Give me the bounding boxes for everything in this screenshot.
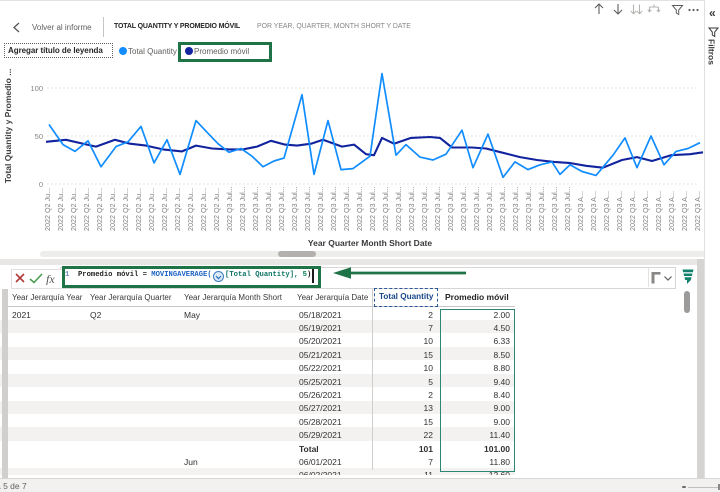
svg-text:2022 Q3 A...: 2022 Q3 A... [693, 191, 702, 231]
svg-text:2022 Q2 Ju...: 2022 Q2 Ju... [160, 188, 169, 231]
svg-text:2022 Q2 Ju...: 2022 Q2 Ju... [147, 188, 156, 231]
svg-text:2022 Q3 Jul...: 2022 Q3 Jul... [290, 186, 299, 231]
svg-text:2022 Q2 Ju...: 2022 Q2 Ju... [199, 188, 208, 231]
svg-text:2022 Q3 Jul...: 2022 Q3 Jul... [355, 186, 364, 231]
svg-text:2022 Q3 Jul...: 2022 Q3 Jul... [277, 186, 286, 231]
svg-text:2022 Q3 A...: 2022 Q3 A... [667, 191, 676, 231]
svg-text:2022 Q3 Jul...: 2022 Q3 Jul... [316, 186, 325, 231]
svg-text:2022 Q2 Ju...: 2022 Q2 Ju... [108, 188, 117, 231]
svg-text:2022 Q3 Jul...: 2022 Q3 Jul... [381, 186, 390, 231]
svg-text:2022 Q3 Jul...: 2022 Q3 Jul... [329, 186, 338, 231]
svg-text:2022 Q3 Jul...: 2022 Q3 Jul... [524, 186, 533, 231]
svg-text:2022 Q2 Ju...: 2022 Q2 Ju... [95, 188, 104, 231]
svg-text:2022 Q2 Ju...: 2022 Q2 Ju... [173, 188, 182, 231]
svg-text:2022 Q3 Jul...: 2022 Q3 Jul... [537, 186, 546, 231]
svg-text:2022 Q3 Jul...: 2022 Q3 Jul... [563, 186, 572, 231]
svg-text:2022 Q2 Ju...: 2022 Q2 Ju... [121, 188, 130, 231]
svg-text:2022 Q2 Ju...: 2022 Q2 Ju... [212, 188, 221, 231]
svg-text:2022 Q3 Jul...: 2022 Q3 Jul... [342, 186, 351, 231]
svg-text:2022 Q2 Ju...: 2022 Q2 Ju... [186, 188, 195, 231]
svg-text:2022 Q3 Jul...: 2022 Q3 Jul... [472, 186, 481, 231]
svg-text:2022 Q3 Jul...: 2022 Q3 Jul... [498, 186, 507, 231]
svg-text:2022 Q3 Jul...: 2022 Q3 Jul... [238, 186, 247, 231]
svg-text:2022 Q3 A...: 2022 Q3 A... [589, 191, 598, 231]
svg-text:50: 50 [35, 132, 43, 141]
svg-text:2022 Q3 A...: 2022 Q3 A... [680, 191, 689, 231]
svg-text:fx: fx [46, 272, 55, 285]
svg-text:2022 Q2 Ju...: 2022 Q2 Ju... [69, 188, 78, 231]
svg-text:2022 Q2 Ju...: 2022 Q2 Ju... [82, 188, 91, 231]
svg-text:2022 Q3 Jul...: 2022 Q3 Jul... [251, 186, 260, 231]
svg-text:2022 Q3 Jul...: 2022 Q3 Jul... [394, 186, 403, 231]
svg-text:2022 Q3 Jul...: 2022 Q3 Jul... [511, 186, 520, 231]
svg-text:0: 0 [39, 180, 43, 189]
svg-text:100: 100 [30, 84, 43, 93]
svg-text:2022 Q3 Jul...: 2022 Q3 Jul... [485, 186, 494, 231]
svg-text:2022 Q3 Jul...: 2022 Q3 Jul... [420, 186, 429, 231]
svg-text:2022 Q3 Jul...: 2022 Q3 Jul... [368, 186, 377, 231]
svg-text:2022 Q2 Ju...: 2022 Q2 Ju... [43, 188, 52, 231]
svg-text:2022 Q3 A...: 2022 Q3 A... [628, 191, 637, 231]
svg-text:2022 Q3 Jul...: 2022 Q3 Jul... [459, 186, 468, 231]
svg-text:2022 Q3 Jul...: 2022 Q3 Jul... [433, 186, 442, 231]
svg-text:Total Quantity y Promedio ...: Total Quantity y Promedio ... [3, 69, 13, 184]
svg-text:2022 Q2 Ju...: 2022 Q2 Ju... [134, 188, 143, 231]
svg-text:2022 Q3 Jul...: 2022 Q3 Jul... [303, 186, 312, 231]
svg-text:2022 Q3 A...: 2022 Q3 A... [602, 191, 611, 231]
svg-text:2022 Q3 Jul...: 2022 Q3 Jul... [264, 186, 273, 231]
svg-text:2022 Q2 Ju...: 2022 Q2 Ju... [56, 188, 65, 231]
svg-text:2022 Q3 A...: 2022 Q3 A... [654, 191, 663, 231]
svg-text:2022 Q3 Jul...: 2022 Q3 Jul... [446, 186, 455, 231]
svg-text:2022 Q3 Jul...: 2022 Q3 Jul... [550, 186, 559, 231]
svg-text:2022 Q3 A...: 2022 Q3 A... [641, 191, 650, 231]
svg-text:Year Quarter Month Short Date: Year Quarter Month Short Date [308, 238, 432, 248]
svg-text:2022 Q3 A...: 2022 Q3 A... [576, 191, 585, 231]
svg-text:2022 Q3 A...: 2022 Q3 A... [615, 191, 624, 231]
svg-text:2022 Q3 Jul...: 2022 Q3 Jul... [407, 186, 416, 231]
svg-text:2022 Q3 Jul...: 2022 Q3 Jul... [225, 186, 234, 231]
